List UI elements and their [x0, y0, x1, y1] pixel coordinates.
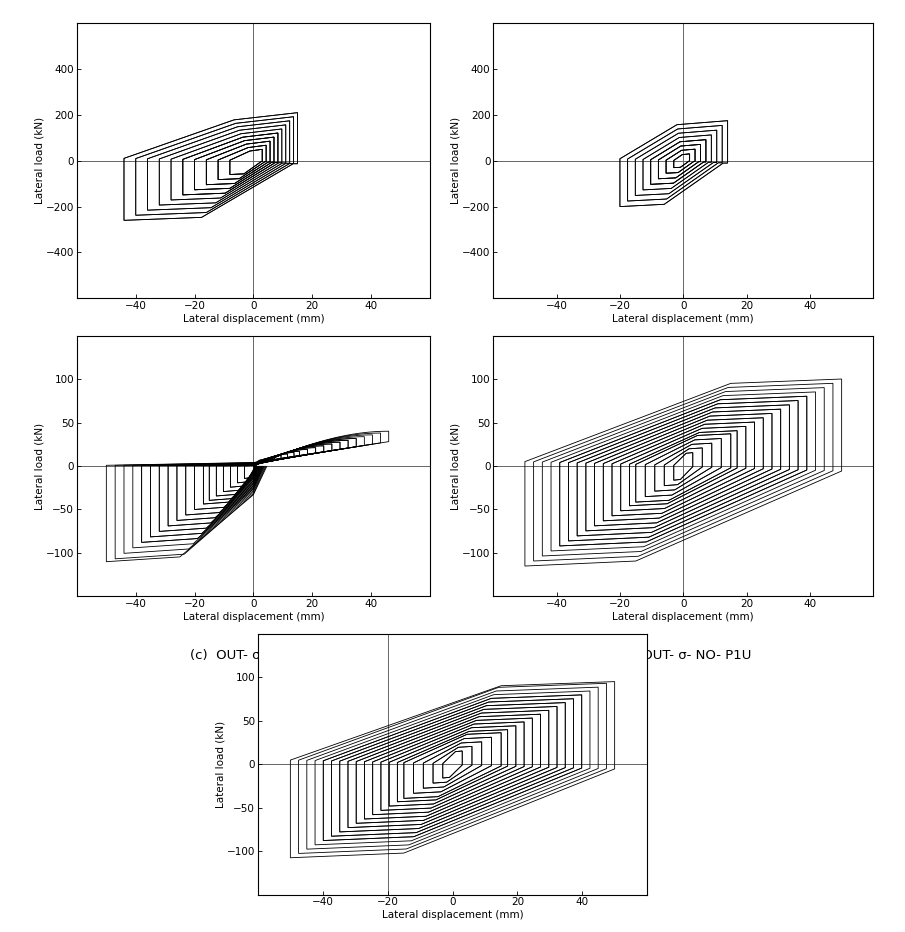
Y-axis label: Lateral load (kN): Lateral load (kN)	[451, 117, 461, 204]
Text: (a)  IN- H- NO- 1U(1F): (a) IN- H- NO- 1U(1F)	[182, 353, 325, 366]
X-axis label: Lateral displacement (mm): Lateral displacement (mm)	[382, 911, 523, 920]
Y-axis label: Lateral load (kN): Lateral load (kN)	[215, 720, 225, 808]
X-axis label: Lateral displacement (mm): Lateral displacement (mm)	[613, 612, 754, 622]
Text: (b)  IN- H- DO- 2U(1F): (b) IN- H- DO- 2U(1F)	[612, 353, 755, 366]
Y-axis label: Lateral load (kN): Lateral load (kN)	[34, 422, 44, 510]
Y-axis label: Lateral load (kN): Lateral load (kN)	[34, 117, 44, 204]
X-axis label: Lateral displacement (mm): Lateral displacement (mm)	[183, 612, 324, 622]
Y-axis label: Lateral load (kN): Lateral load (kN)	[451, 422, 461, 510]
X-axis label: Lateral displacement (mm): Lateral displacement (mm)	[613, 314, 754, 323]
X-axis label: Lateral displacement (mm): Lateral displacement (mm)	[183, 314, 324, 323]
Text: (d)  OUT- σ- NO- P1U: (d) OUT- σ- NO- P1U	[615, 649, 751, 662]
Text: (c)  OUT- σ- NO- 1U: (c) OUT- σ- NO- 1U	[190, 649, 317, 662]
